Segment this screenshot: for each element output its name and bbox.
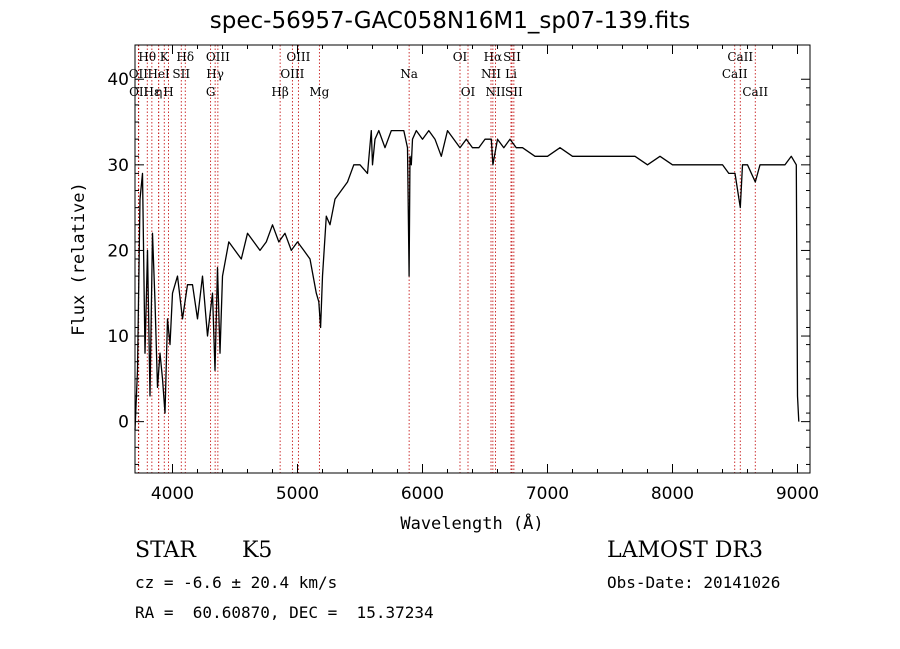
spectral-line-label: NII [486, 85, 506, 99]
spectral-line-label: OII [129, 85, 149, 99]
spectral-line-label: CaII [727, 50, 753, 64]
spectral-line-label: OIII [280, 67, 304, 81]
spectral-line-label: NII [481, 67, 501, 81]
y-tick-label: 0 [118, 413, 129, 433]
object-subclass: K5 [242, 538, 273, 563]
spectral-line-label: Li [505, 67, 517, 81]
spectral-line-label: SII [503, 50, 521, 64]
ra-dec-coordinates: RA = 60.60870, DEC = 15.37234 [135, 603, 434, 622]
y-tick-label: 30 [107, 156, 129, 176]
x-tick-label: 5000 [276, 484, 319, 504]
spectral-line-label: H [163, 85, 173, 99]
x-tick-label: 6000 [401, 484, 444, 504]
y-axis-label: Flux (relative) [69, 182, 89, 336]
object-class: STAR [135, 538, 196, 563]
x-tick-label: 8000 [651, 484, 694, 504]
chart-title: spec-56957-GAC058N16M1_sp07-139.fits [209, 8, 691, 34]
spectral-line-label: OI [453, 50, 468, 64]
spectral-line-label: OI [461, 85, 476, 99]
survey-name: LAMOST DR3 [607, 538, 763, 563]
y-tick-label: 40 [107, 70, 129, 90]
spectral-line-label: CaII [722, 67, 748, 81]
spectral-line-label: Hγ [206, 67, 224, 81]
spectral-line-label: Mg [309, 85, 329, 99]
spectral-line-label: Hε [144, 85, 161, 99]
spectral-line-label: OIII [206, 50, 230, 64]
spectral-line-label: G [206, 85, 216, 99]
spectral-line-label: SII [505, 85, 523, 99]
x-axis-label: Wavelength (Å) [400, 512, 543, 534]
plot-frame [134, 44, 811, 474]
spectral-line-label: OIII [286, 50, 310, 64]
spectral-line-label: η [155, 85, 162, 99]
redshift-cz: cz = -6.6 ± 20.4 km/s [135, 573, 338, 592]
y-tick-label: 10 [107, 327, 129, 347]
spectrum-series-line [134, 129, 800, 431]
spectral-line-label: Hα [484, 50, 503, 64]
observation-date: Obs-Date: 20141026 [607, 573, 781, 592]
spectral-line-label: SII [172, 67, 190, 81]
x-tick-label: 9000 [776, 484, 819, 504]
spectral-line-label: CaII [742, 85, 768, 99]
spectral-line-label: Hβ [271, 85, 288, 99]
axis-ticks: 4000 5000 6000 7000 8000 9000 0 10 20 30 40 [107, 45, 819, 504]
x-tick-label: 7000 [526, 484, 569, 504]
spectral-line-label: Na [400, 67, 418, 81]
spectral-line-label: Hθ [138, 50, 156, 64]
x-tick-label: 4000 [151, 484, 194, 504]
y-tick-label: 20 [107, 241, 129, 261]
spectral-line-label: K [160, 50, 170, 64]
spectral-line-label: Hδ [176, 50, 194, 64]
